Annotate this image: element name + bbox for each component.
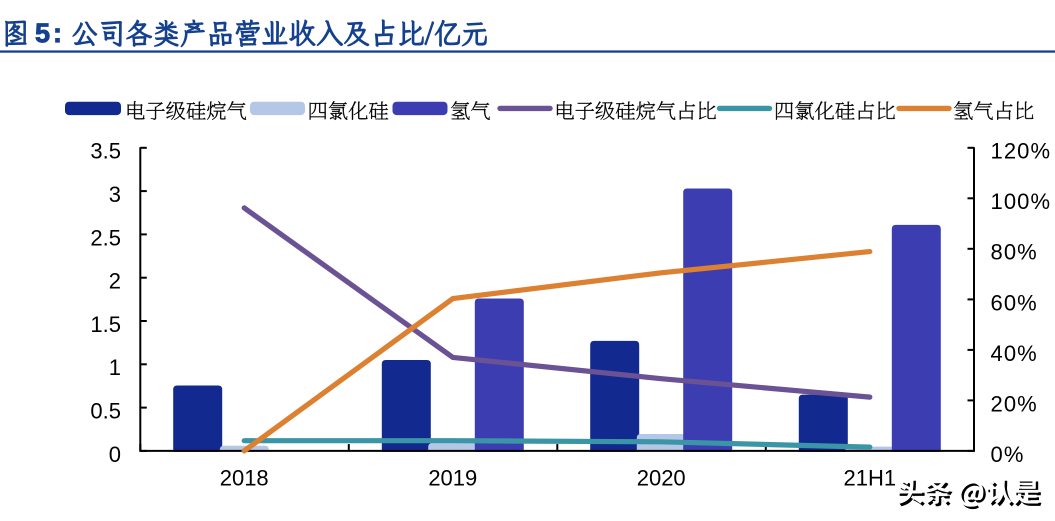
svg-text:0%: 0% <box>991 442 1025 467</box>
svg-text:60%: 60% <box>991 290 1038 315</box>
svg-text:1: 1 <box>109 355 121 380</box>
svg-text:2.5: 2.5 <box>90 225 121 250</box>
svg-text:40%: 40% <box>991 341 1038 366</box>
svg-text:2020: 2020 <box>637 465 686 490</box>
svg-text:2019: 2019 <box>428 465 477 490</box>
svg-text:100%: 100% <box>991 189 1052 214</box>
svg-text:3.5: 3.5 <box>90 139 121 164</box>
svg-text:80%: 80% <box>991 240 1038 265</box>
svg-text:0: 0 <box>109 442 121 467</box>
svg-text:20%: 20% <box>991 391 1038 416</box>
svg-text:3: 3 <box>109 182 121 207</box>
svg-text:2: 2 <box>109 269 121 294</box>
svg-text:1.5: 1.5 <box>90 312 121 337</box>
svg-text:2018: 2018 <box>220 465 269 490</box>
svg-text:0.5: 0.5 <box>90 399 121 424</box>
svg-text:120%: 120% <box>991 139 1052 164</box>
svg-text:21H1: 21H1 <box>844 465 897 490</box>
